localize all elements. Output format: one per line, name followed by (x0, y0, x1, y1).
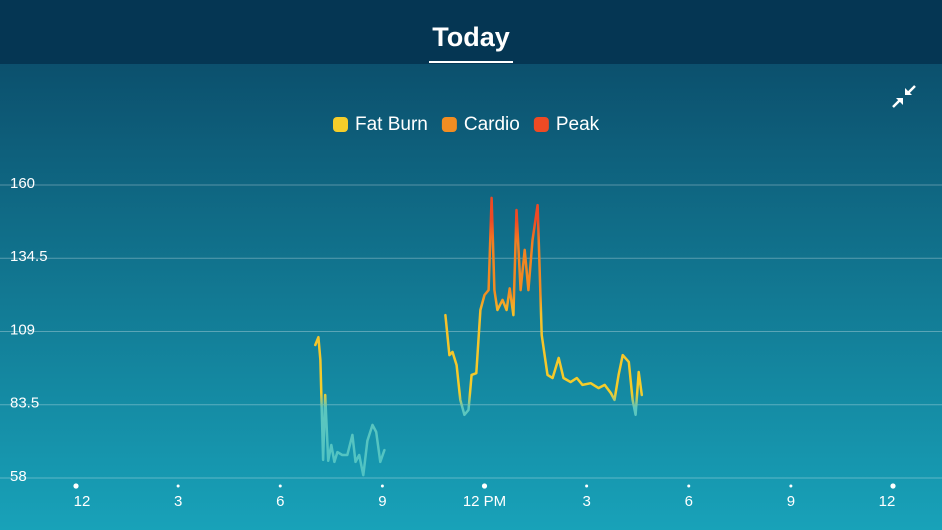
x-tick-label: 6 (276, 493, 284, 510)
collapse-icon[interactable] (892, 85, 916, 108)
x-tick-label: 9 (787, 493, 795, 510)
title[interactable]: Today (432, 22, 510, 52)
legend-swatch (441, 117, 457, 132)
x-tick-mark (73, 483, 79, 489)
x-tick-mark (481, 483, 488, 489)
x-tick-label: 3 (582, 493, 590, 510)
title-underline (429, 61, 513, 63)
y-tick-label: 83.5 (10, 395, 39, 412)
x-tick-mark (380, 484, 384, 488)
legend-swatch (533, 117, 549, 132)
x-tick-mark (789, 484, 793, 488)
x-tick-label: 9 (378, 493, 386, 510)
legend: Fat Burn Cardio Peak (333, 114, 600, 135)
legend-label: Cardio (464, 114, 520, 135)
x-tick-label: 6 (685, 493, 693, 510)
y-tick-label: 134.5 (10, 248, 48, 265)
x-tick-mark (176, 484, 180, 488)
x-tick-label: 12 (74, 493, 91, 510)
x-tick-mark (585, 484, 589, 488)
x-tick-label: 12 (879, 493, 896, 510)
header (0, 0, 942, 64)
x-tick-label: 3 (174, 493, 182, 510)
x-tick-mark (687, 484, 691, 488)
x-tick-label: 12 PM (463, 493, 506, 510)
y-tick-label: 109 (10, 321, 35, 338)
y-tick-label: 58 (10, 468, 27, 485)
legend-label: Peak (556, 114, 600, 135)
heart-rate-line (314, 196, 644, 477)
x-tick-mark (278, 484, 282, 488)
legend-label: Fat Burn (355, 114, 428, 135)
legend-swatch (333, 117, 348, 132)
x-tick-mark (890, 483, 896, 489)
plot: Fat Burn Cardio Peak 58 83.5 109 134.5 160 12 3 6 9… (0, 114, 942, 510)
y-tick-label: 160 (10, 175, 35, 192)
